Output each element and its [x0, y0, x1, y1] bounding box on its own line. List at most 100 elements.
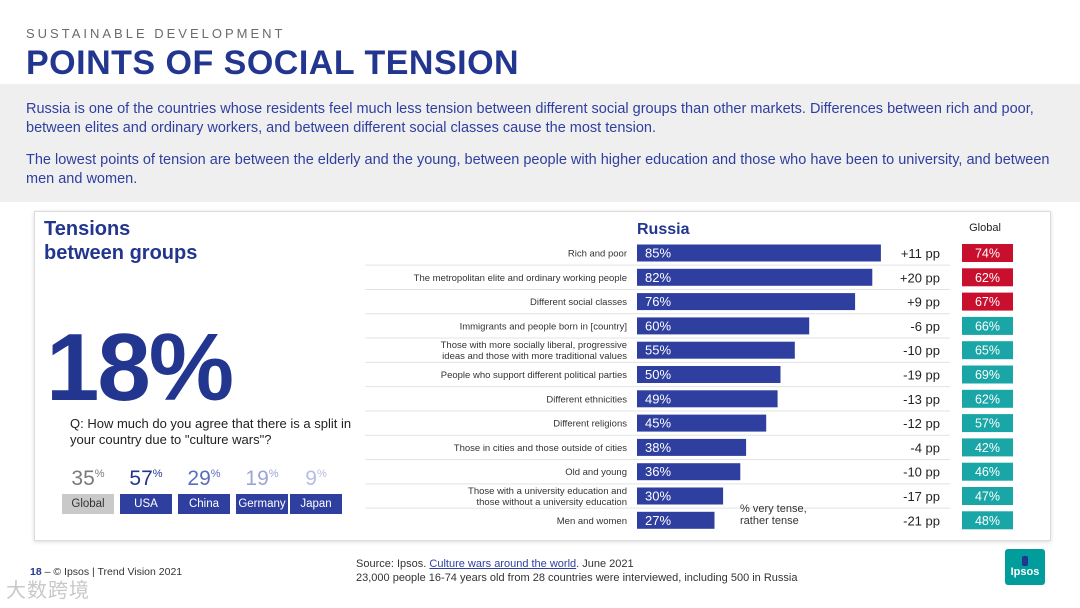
bar-value-label: 85%: [645, 246, 671, 261]
category-label: Men and women: [557, 516, 627, 527]
global-value-label: 67%: [975, 295, 1000, 309]
diff-label: -13 pp: [903, 392, 940, 407]
country-usa: 57% USA: [120, 462, 172, 514]
diff-label: -10 pp: [903, 343, 940, 358]
bar-value-label: 76%: [645, 294, 671, 309]
category-label-line: ideas and those with more traditional va…: [442, 351, 627, 362]
global-value-box: [962, 244, 1013, 262]
source-link[interactable]: Culture wars around the world: [429, 558, 577, 570]
country-value-number: 29: [187, 467, 211, 490]
global-value-box: [962, 389, 1013, 408]
country-value-number: 57: [129, 467, 153, 490]
tensions-title: Tensions between groups: [44, 217, 197, 265]
bar-value-label: 82%: [645, 270, 671, 285]
category-label: Those with a university education and tho…: [468, 486, 627, 508]
diff-label: +9 pp: [907, 295, 940, 310]
category-label-line: Men and women: [557, 516, 627, 527]
global-value-box: [962, 268, 1013, 287]
bar: [637, 268, 873, 286]
country-label: China: [178, 494, 230, 514]
country-japan: 9% Japan: [290, 462, 342, 514]
global-value-label: 65%: [975, 344, 1000, 358]
global-value-label: 57%: [975, 417, 1000, 431]
bar: [637, 341, 795, 359]
category-label-line: those without a university education: [476, 497, 627, 508]
country-value-unit: %: [268, 468, 279, 480]
diff-label: -10 pp: [903, 465, 940, 480]
global-value-label: 66%: [975, 319, 1000, 333]
bar: [637, 317, 810, 335]
category-label: Old and young: [565, 467, 627, 478]
watermark: 大数跨境: [6, 580, 90, 602]
country-label: USA: [120, 494, 172, 514]
category-label-line: Those in cities and those outside of cit…: [454, 443, 627, 454]
diff-label: -6 pp: [910, 319, 940, 334]
country-value-number: 35: [71, 467, 95, 490]
diff-label: -17 pp: [903, 489, 940, 504]
tensions-card: [34, 211, 1051, 541]
bar-value-label: 60%: [645, 318, 671, 333]
diff-label: -19 pp: [903, 368, 940, 383]
intro-paragraph-1: Russia is one of the countries whose res…: [26, 101, 1034, 136]
culture-wars-stat: 18%: [46, 314, 234, 421]
section-eyebrow: SUSTAINABLE DEVELOPMENT: [26, 26, 286, 41]
category-label-line: People who support different political p…: [441, 370, 627, 381]
bar: [637, 244, 881, 262]
diff-label: -12 pp: [903, 416, 940, 431]
global-value-label: 48%: [975, 514, 1000, 528]
category-label: Different ethnicities: [546, 394, 627, 405]
global-value-box: [962, 365, 1013, 384]
source-note: Source: Ipsos. Culture wars around the w…: [356, 557, 797, 585]
footer-copyright: © Ipsos | Trend Vision 2021: [53, 566, 183, 578]
source-prefix: Source: Ipsos.: [356, 558, 427, 570]
country-label: Germany: [236, 494, 288, 514]
category-label-line: Different social classes: [530, 297, 627, 308]
diff-label: +20 pp: [900, 270, 940, 285]
global-value-box: [962, 487, 1013, 505]
country-value: 9%: [290, 462, 342, 491]
axis-note-line1: % very tense,: [740, 503, 807, 515]
bar-value-label: 49%: [645, 391, 671, 406]
bar-value-label: 45%: [645, 416, 671, 431]
category-label-line: Old and young: [565, 467, 627, 478]
global-value-label: 47%: [975, 490, 1000, 504]
country-value: 29%: [178, 462, 230, 491]
bar: [637, 487, 724, 505]
global-value-box: [962, 316, 1013, 335]
global-value-box: [962, 414, 1013, 433]
bar-value-label: 30%: [645, 489, 671, 504]
global-value-label: 42%: [975, 441, 1000, 455]
chart-title: Russia: [637, 221, 690, 238]
country-value-unit: %: [316, 468, 327, 480]
diff-label: -21 pp: [903, 513, 940, 528]
category-label: Immigrants and people born in [country]: [460, 321, 627, 332]
source-sample-note: 23,000 people 16-74 years old from 28 co…: [356, 572, 798, 584]
category-label-line: Those with a university education and: [468, 486, 627, 497]
category-label: Those with more socially liberal, progre…: [441, 340, 628, 362]
global-value-label: 46%: [975, 465, 1000, 479]
category-label: Rich and poor: [568, 249, 627, 260]
intro-paragraph-2: The lowest points of tension are between…: [26, 152, 1050, 187]
ipsos-logo: Ipsos: [1005, 549, 1045, 585]
bar: [637, 414, 767, 432]
category-label: The metropolitan elite and ordinary work…: [414, 273, 627, 284]
category-label-line: Those with more socially liberal, progre…: [441, 340, 627, 351]
category-label-line: Immigrants and people born in [country]: [460, 321, 627, 332]
category-label-line: Different religions: [553, 419, 627, 430]
country-value-number: 9: [305, 467, 317, 490]
category-label-line: Rich and poor: [568, 249, 627, 260]
country-value-unit: %: [152, 468, 163, 480]
footer-page-info: 18 – © Ipsos | Trend Vision 2021: [30, 566, 183, 578]
global-column-header: Global: [969, 222, 1001, 234]
global-value-box: [962, 511, 1013, 530]
bar: [637, 463, 741, 481]
source-suffix: . June 2021: [576, 558, 634, 570]
diff-label: -4 pp: [910, 440, 940, 455]
axis-note-line2: rather tense: [740, 515, 799, 527]
page-title: POINTS OF SOCIAL TENSION: [26, 44, 520, 82]
country-value: 35%: [62, 462, 114, 491]
global-value-label: 62%: [975, 271, 1000, 285]
bar-value-label: 36%: [645, 464, 671, 479]
global-value-label: 62%: [975, 392, 1000, 406]
